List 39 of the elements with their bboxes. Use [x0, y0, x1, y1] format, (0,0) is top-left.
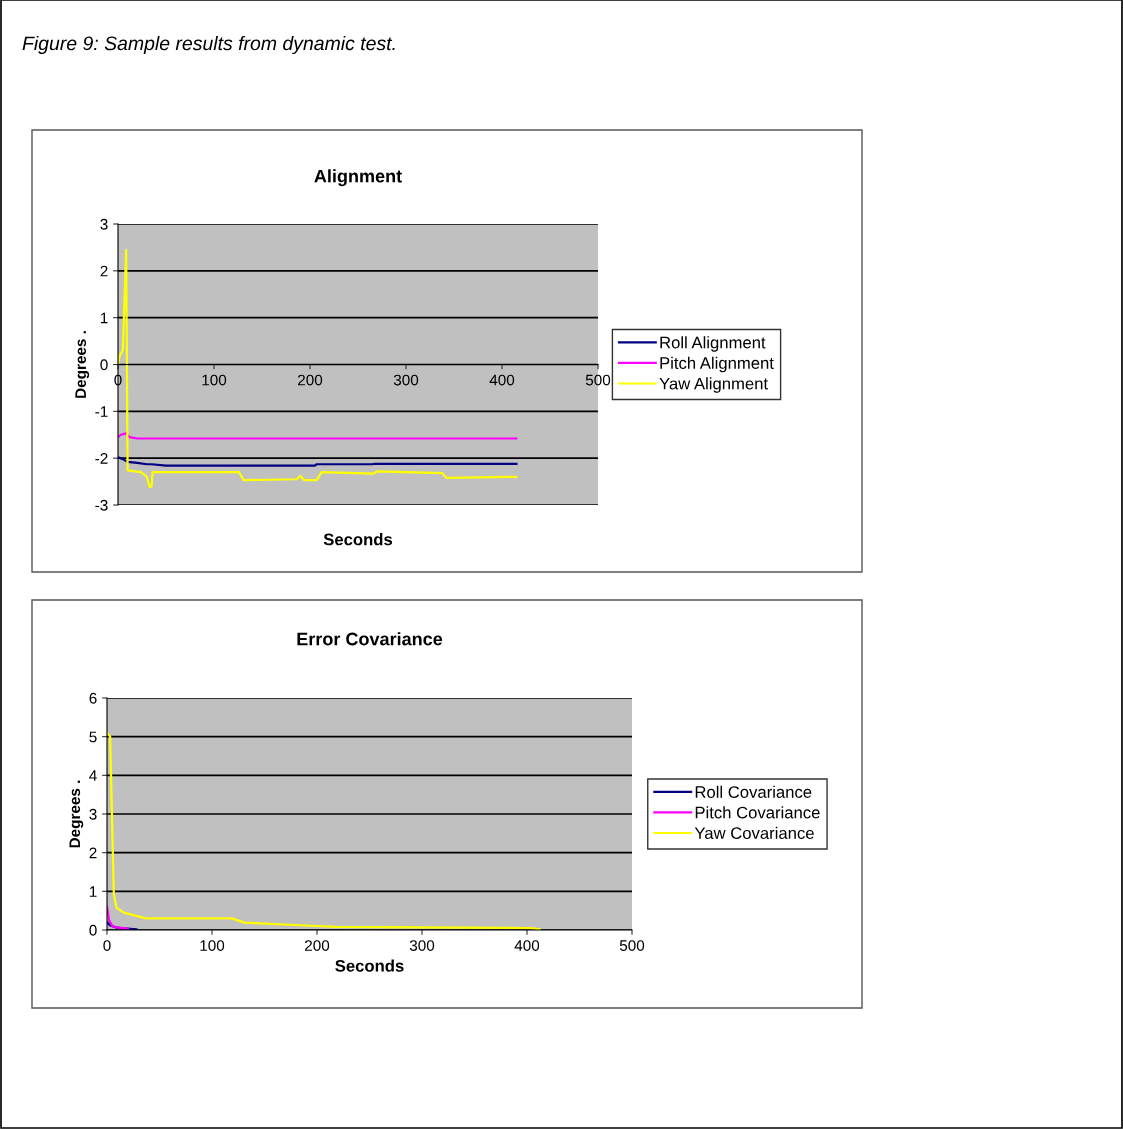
x-tick-label: 300	[393, 374, 419, 386]
x-tick-label: 300	[409, 940, 435, 951]
y-tick-label: 5	[89, 731, 97, 743]
legend-label: Pitch Covariance	[695, 806, 820, 819]
x-tick-label: 100	[200, 940, 225, 951]
y-tick-label: -1	[95, 406, 108, 417]
x-tick-label: 200	[305, 940, 330, 951]
y-tick-label: -2	[95, 453, 108, 464]
y-tick-label: 0	[100, 359, 108, 371]
y-tick-label: 3	[89, 808, 97, 820]
caption: Figure 9: Sample results from dynamic test.	[22, 35, 395, 55]
x-tick-label: 400	[514, 940, 540, 951]
legend-label: Roll Alignment	[660, 336, 766, 352]
chart-title: Alignment	[314, 169, 402, 187]
y-tick-label: 0	[89, 924, 97, 936]
y-axis-title: Degrees .	[75, 331, 90, 398]
legend-label: Yaw Alignment	[659, 377, 768, 393]
x-tick-label: 100	[202, 374, 227, 386]
x-tick-label: 200	[298, 374, 323, 386]
line-series	[107, 731, 541, 930]
y-axis-title: Degrees .	[69, 780, 84, 848]
y-tick-label: 2	[89, 847, 97, 859]
y-tick-label: 4	[89, 770, 97, 781]
legend-label: Roll Covariance	[695, 785, 812, 798]
x-axis-title: Seconds	[335, 959, 404, 972]
y-tick-label: 2	[100, 265, 108, 277]
y-tick-label: 1	[100, 312, 108, 324]
x-tick-label: 400	[489, 374, 515, 386]
y-tick-label: 6	[89, 692, 97, 704]
legend-label: Pitch Alignment	[660, 356, 774, 373]
x-axis-title: Seconds	[323, 533, 393, 546]
y-tick-label: 1	[89, 886, 97, 897]
y-tick-label: 3	[100, 218, 108, 230]
y-tick-label: -3	[95, 499, 108, 511]
x-tick-label: 500	[585, 374, 611, 386]
x-tick-label: 500	[619, 940, 645, 951]
line-series	[118, 456, 518, 467]
legend-label: Yaw Covariance	[694, 826, 814, 840]
chart-title: Error Covariance	[297, 632, 443, 646]
